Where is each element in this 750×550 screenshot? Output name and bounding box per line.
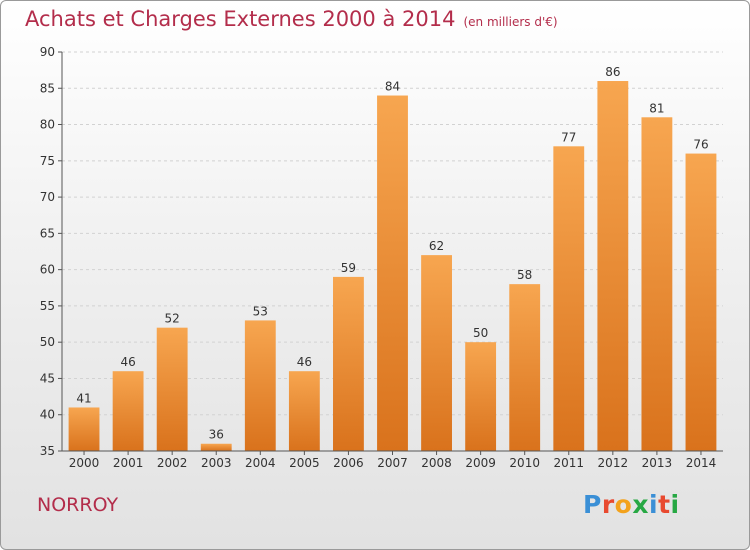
y-tick-label: 70 [40, 190, 55, 204]
logo-letter: r [601, 490, 615, 519]
bar-2000 [68, 407, 100, 451]
value-labels: 41 46 52 36 53 46 59 84 62 50 58 77 86 81 76 [76, 65, 708, 442]
x-tick-label: 2007 [377, 456, 408, 470]
chart-title-unit: (en milliers d'€) [463, 15, 558, 29]
bars [68, 81, 717, 452]
chart-title-text: Achats et Charges Externes 2000 à 2014 [25, 7, 456, 31]
x-tick-label: 2008 [421, 456, 452, 470]
x-tick-label: 2006 [333, 456, 364, 470]
bar-2006 [333, 276, 364, 451]
x-tick-label: 2014 [686, 456, 717, 470]
axes [61, 52, 723, 455]
logo-letter: t [658, 490, 671, 519]
value-label: 36 [209, 428, 224, 442]
y-tick-label: 40 [40, 408, 55, 422]
logo-letter: o [614, 490, 633, 519]
bar-2007 [377, 95, 408, 451]
value-label: 76 [693, 138, 708, 152]
value-label: 59 [341, 261, 356, 275]
bar-2008 [421, 255, 452, 451]
x-tick-label: 2012 [598, 456, 629, 470]
bar-2012 [597, 81, 629, 451]
logo-letter: x [632, 490, 649, 519]
logo-letter: i [670, 490, 680, 519]
y-tick-label: 90 [40, 45, 55, 59]
value-label: 84 [385, 80, 400, 94]
bar-2005 [288, 371, 320, 451]
bar-2010 [509, 284, 541, 451]
y-tick-label: 50 [40, 335, 55, 349]
y-tick-label: 65 [40, 226, 55, 240]
x-tick-label: 2002 [157, 456, 188, 470]
value-label: 86 [605, 65, 620, 79]
proxiti-logo: Proxiti [583, 490, 680, 519]
x-tick-label: 2000 [69, 456, 100, 470]
x-tick-label: 2003 [201, 456, 232, 470]
y-tick-labels: 35 40 45 50 55 60 65 70 75 80 85 90 [40, 45, 55, 458]
value-label: 46 [297, 355, 312, 369]
x-tick-label: 2013 [642, 456, 673, 470]
chart-title: Achats et Charges Externes 2000 à 2014 (e… [25, 7, 558, 31]
y-tick-label: 55 [40, 299, 55, 313]
value-label: 46 [120, 355, 135, 369]
bar-2014 [685, 153, 717, 451]
x-tick-label: 2004 [245, 456, 276, 470]
value-label: 53 [253, 304, 268, 318]
y-tick-label: 85 [40, 81, 55, 95]
bar-2004 [244, 320, 276, 451]
bar-2011 [553, 146, 585, 452]
x-tick-labels: 2000 2001 2002 2003 2004 2005 2006 2007 2008 2009… [69, 456, 716, 470]
value-label: 41 [76, 391, 91, 405]
bar-2002 [156, 327, 188, 451]
x-tick-label: 2009 [465, 456, 496, 470]
bar-2003 [200, 443, 232, 451]
y-tick-label: 60 [40, 263, 55, 277]
y-tick-label: 75 [40, 154, 55, 168]
bar-2009 [465, 342, 497, 451]
value-label: 81 [649, 101, 664, 115]
x-tick-label: 2010 [509, 456, 540, 470]
value-label: 77 [561, 130, 576, 144]
value-label: 50 [473, 326, 488, 340]
value-label: 62 [429, 239, 444, 253]
x-tick-label: 2011 [553, 456, 584, 470]
y-tick-label: 35 [40, 444, 55, 458]
bar-2013 [641, 117, 673, 452]
x-tick-label: 2001 [113, 456, 144, 470]
x-tick-label: 2005 [289, 456, 320, 470]
logo-letter: i [649, 490, 659, 519]
y-tick-label: 80 [40, 118, 55, 132]
commune-name: NORROY [37, 494, 119, 516]
y-tick-label: 45 [40, 371, 55, 385]
value-label: 52 [165, 312, 180, 326]
logo-letter: P [583, 490, 602, 519]
bar-2001 [112, 371, 144, 451]
value-label: 58 [517, 268, 532, 282]
